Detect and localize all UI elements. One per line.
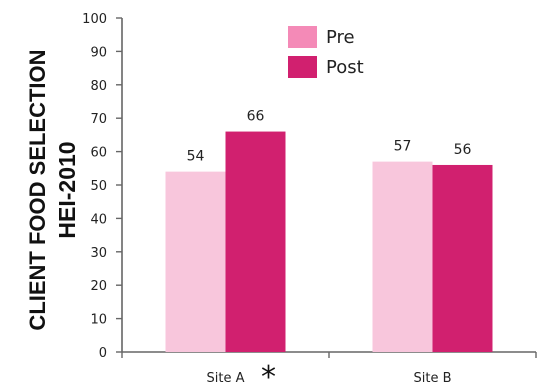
legend: Pre Post (288, 26, 364, 78)
y-axis-tick-label: 80 (90, 79, 107, 94)
y-axis-tick-label: 90 (90, 45, 107, 60)
bar-pre-site-b (372, 161, 433, 352)
y-axis-tick-label: 70 (90, 112, 107, 127)
y-axis-tick-label: 0 (99, 346, 107, 361)
axes-group: 0 10 20 30 40 50 60 70 80 90 100 Site A * Site B (82, 12, 537, 387)
x-axis-category-label-2: Site B (413, 371, 451, 386)
y-axis-tick-label: 10 (90, 313, 107, 328)
y-axis-tick-label: 60 (90, 146, 107, 161)
y-axis-tick-label: 100 (82, 12, 107, 27)
bar-post-site-a (225, 131, 286, 352)
y-axis-tick-label: 40 (90, 212, 107, 227)
y-axis-tick-label: 30 (90, 246, 107, 261)
data-label-pre-site-b: 57 (394, 139, 412, 155)
legend-swatch-post (288, 56, 317, 78)
legend-swatch-pre (288, 26, 317, 48)
significance-asterisk: * (261, 360, 276, 387)
bar-pre-site-a (165, 171, 226, 352)
bars-group (165, 131, 493, 352)
y-axis-label-line-1: CLIENT FOOD SELECTION (25, 49, 50, 330)
bar-post-site-b (432, 164, 493, 352)
y-axis-tick-label: 20 (90, 279, 107, 294)
legend-label-post: Post (326, 57, 364, 78)
x-axis-category-label-1: Site A (207, 371, 245, 386)
y-axis-tick-label: 50 (90, 179, 107, 194)
data-label-pre-site-a: 54 (187, 149, 205, 165)
data-labels-group: 54 66 57 56 (187, 109, 472, 165)
y-axis-label-group: CLIENT FOOD SELECTION HEI-2010 (25, 49, 80, 330)
data-label-post-site-b: 56 (454, 142, 472, 158)
data-label-post-site-a: 66 (247, 109, 265, 125)
y-axis-label-line-2: HEI-2010 (54, 141, 80, 238)
legend-label-pre: Pre (326, 27, 355, 48)
